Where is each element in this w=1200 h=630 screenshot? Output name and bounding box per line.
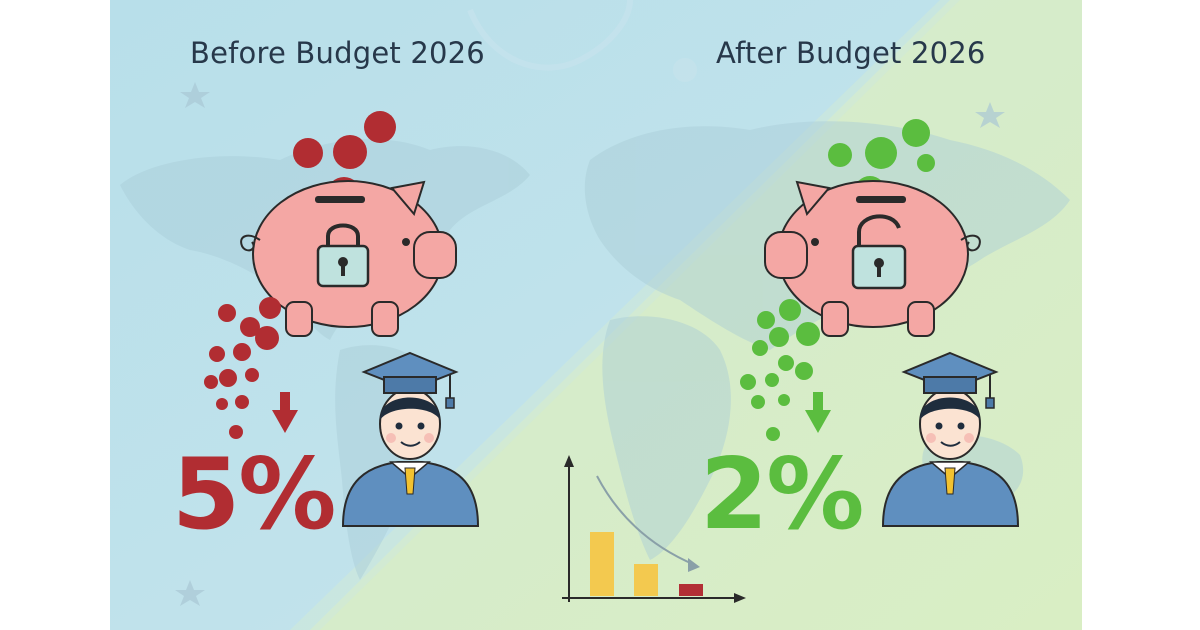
coin-icon (333, 135, 367, 169)
decorative-swirl (467, 0, 697, 82)
infographic-canvas: Before Budget 2026 After Budget 2026 5% … (110, 0, 1082, 630)
locked-padlock-icon (316, 223, 370, 288)
coin-icon (828, 143, 852, 167)
infographic-scene (110, 0, 1082, 630)
coin-icon (917, 154, 935, 172)
coin-icon (902, 119, 930, 147)
graduate-student-icon (341, 351, 480, 527)
decorative-stars (175, 82, 1005, 606)
chart-bar-high (590, 532, 614, 596)
coin-icon (865, 137, 897, 169)
after-title: After Budget 2026 (716, 36, 986, 70)
coins-falling-left (204, 297, 281, 439)
declining-bar-chart-icon (562, 455, 746, 603)
unlocked-padlock-icon (851, 214, 907, 290)
after-rate: 2% (700, 438, 864, 552)
chart-bar-mid (634, 564, 658, 596)
diagonal-divider (290, 0, 960, 630)
coins-falling-right (740, 299, 820, 441)
down-arrow-icon (272, 392, 298, 433)
chart-bar-low (679, 584, 703, 596)
before-title: Before Budget 2026 (190, 36, 485, 70)
coin-icon (364, 111, 396, 143)
before-rate: 5% (172, 438, 336, 552)
down-arrow-icon (805, 392, 831, 433)
coin-icon (293, 138, 323, 168)
graduate-student-icon (881, 351, 1020, 527)
